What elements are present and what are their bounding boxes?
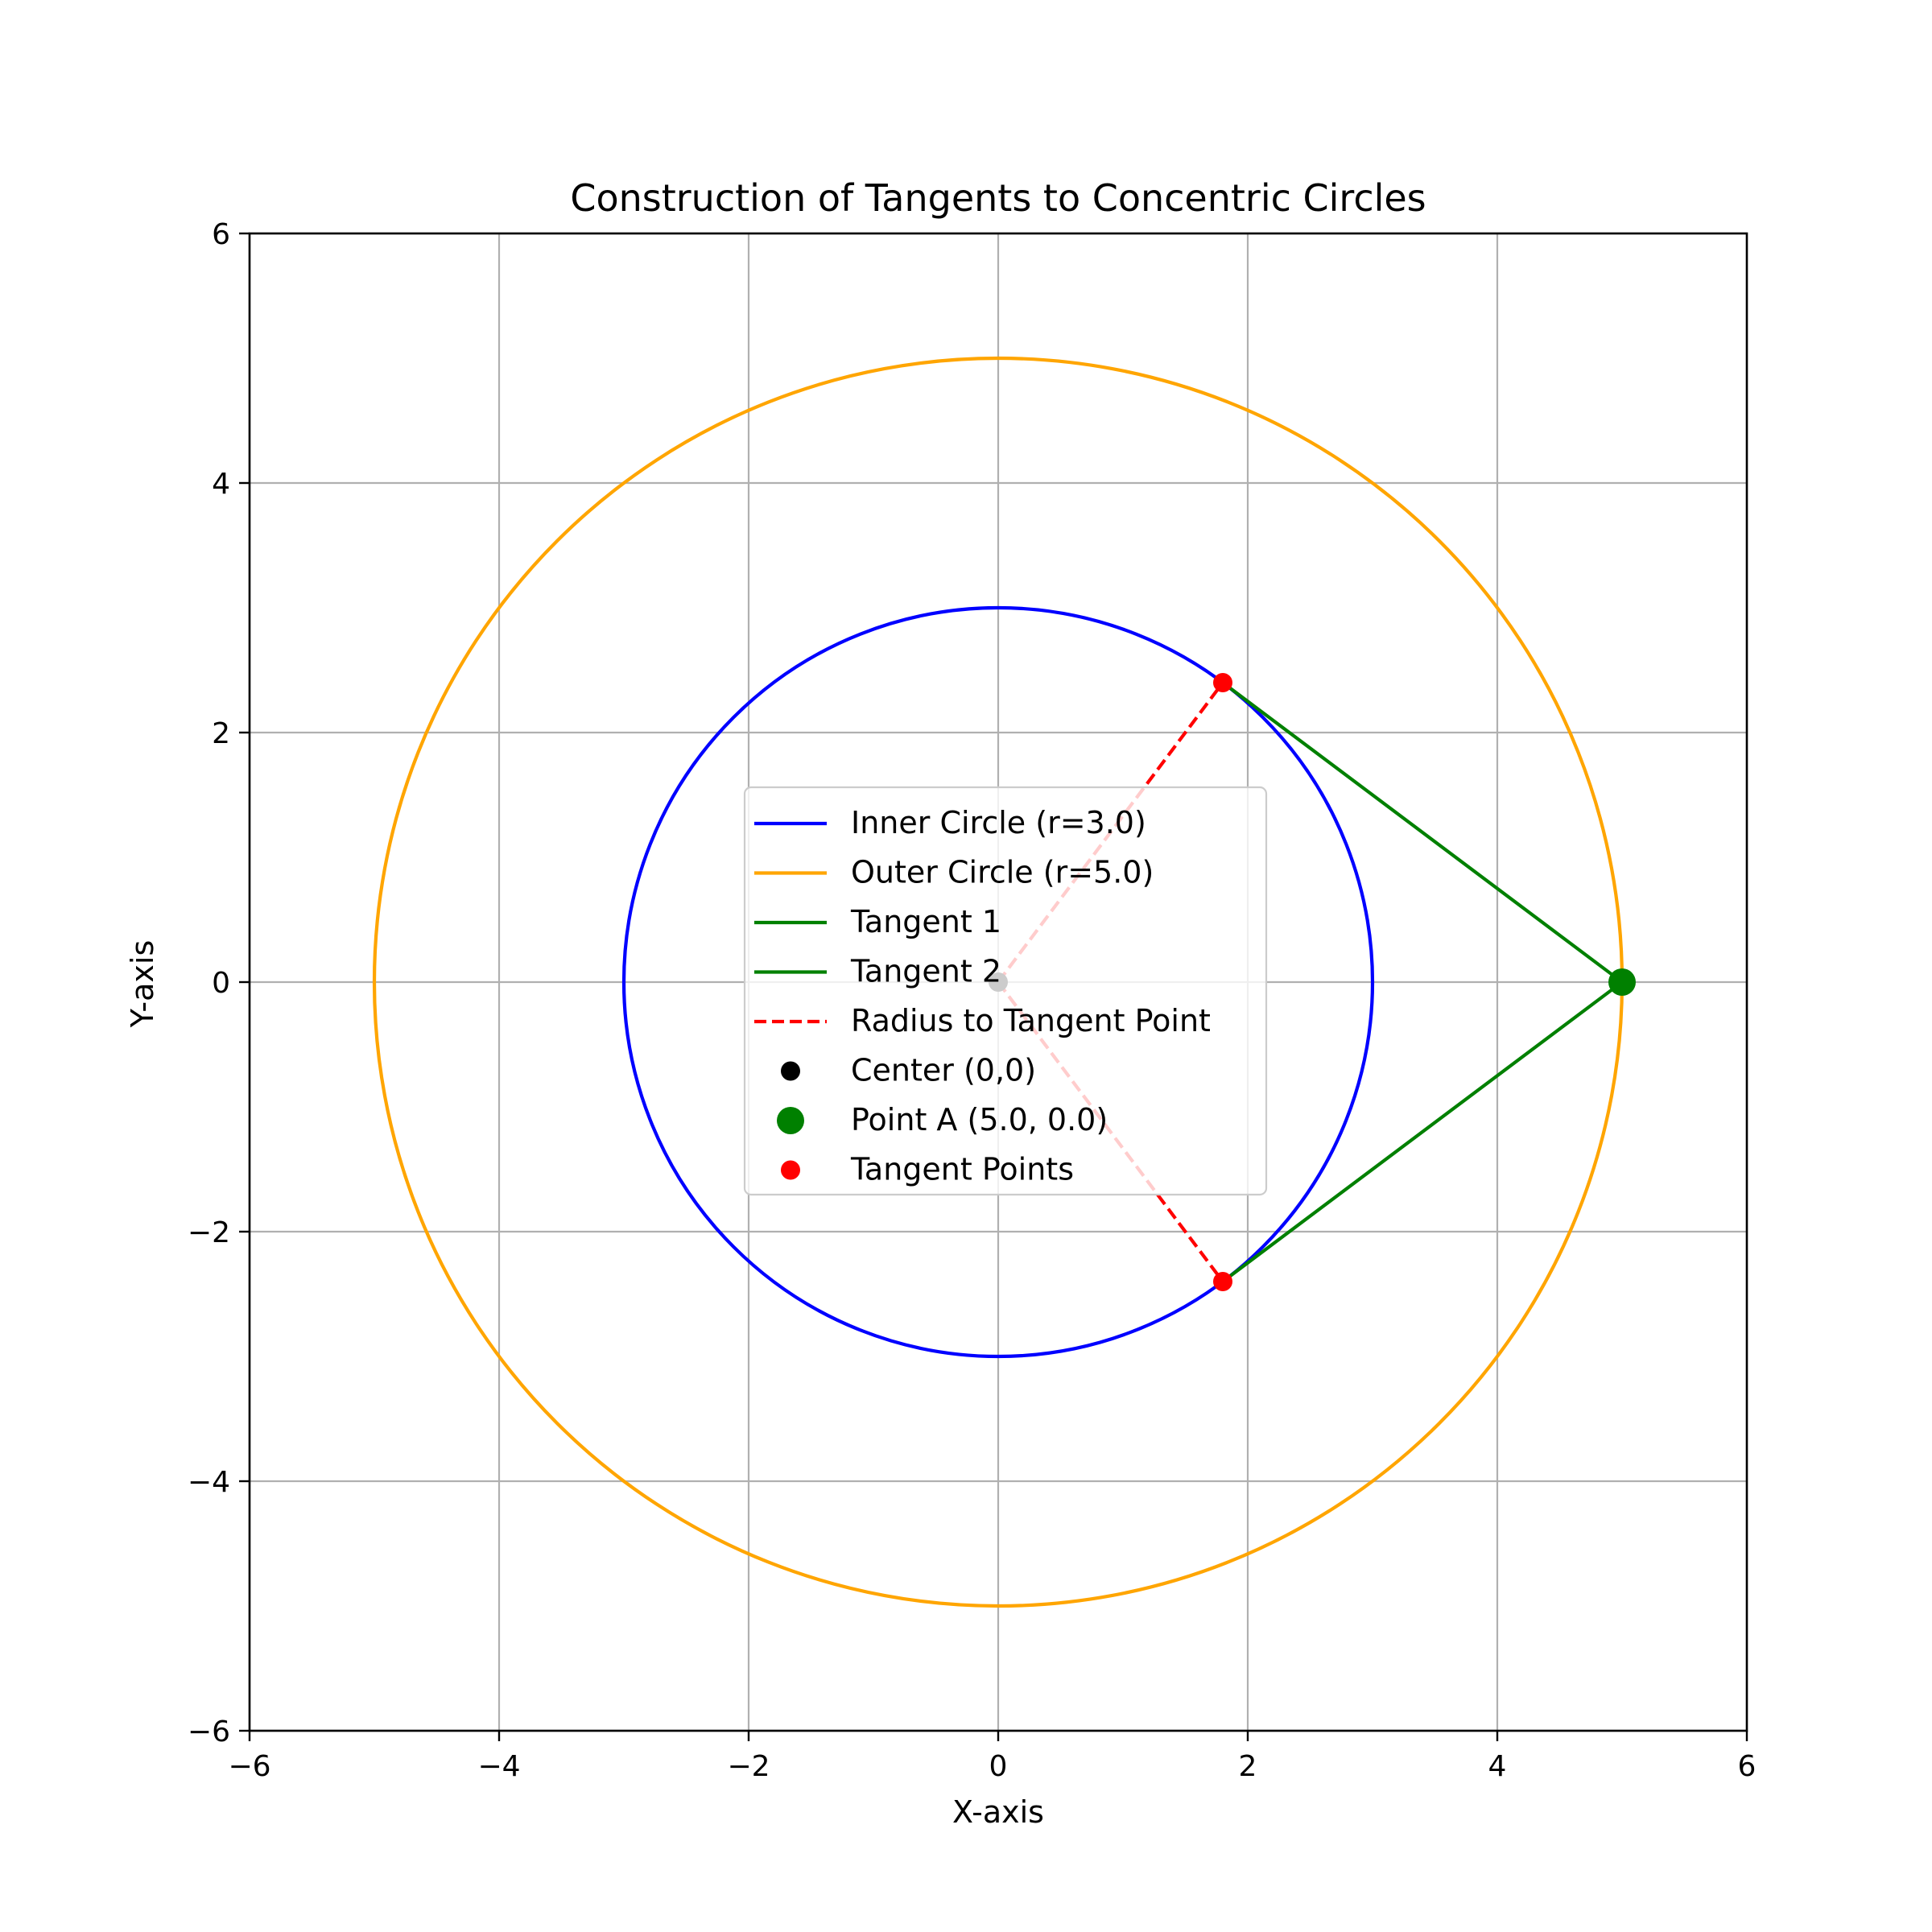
y-tick-label: 6 [212,218,230,251]
tangent-point [1213,673,1232,692]
point-a [1608,968,1636,996]
legend-radius-label: Radius to Tangent Point [851,1003,1211,1038]
legend: Inner Circle (r=3.0) Outer Circle (r=5.0)… [743,786,1268,1196]
legend-tangent-points-label: Tangent Points [850,1152,1074,1187]
y-tick-label: 0 [212,967,230,1000]
y-tick-label: −4 [188,1466,230,1499]
legend-point-a-swatch [777,1107,804,1134]
tangent-line-2 [1221,980,1624,1283]
y-tick-label: 2 [212,717,230,750]
x-tick-label: −4 [477,1750,520,1783]
y-tick-label: −6 [188,1715,230,1748]
x-tick-label: −2 [727,1750,770,1783]
y-tick-label: −2 [188,1216,230,1249]
legend-tangent-2-label: Tangent 2 [850,954,1001,989]
legend-center-label: Center (0,0) [851,1053,1036,1088]
legend-box [743,786,1268,1196]
legend-point-a-label: Point A (5.0, 0.0) [851,1102,1108,1137]
chart-title: Construction of Tangents to Concentric C… [570,176,1426,220]
legend-tangent-1-label: Tangent 1 [850,904,1001,939]
y-tick-label: 4 [212,468,230,501]
tangent-line-1 [1221,681,1624,984]
x-tick-label: 4 [1488,1750,1507,1783]
legend-outer-circle-label: Outer Circle (r=5.0) [851,855,1154,890]
x-tick-label: 2 [1239,1750,1257,1783]
x-tick-label: 0 [989,1750,1008,1783]
y-axis-label: Y-axis [125,940,160,1029]
inner-circle [621,605,1375,1359]
x-axis-label: X-axis [952,1794,1044,1830]
legend-center-swatch [781,1061,800,1081]
tangent-point [1213,1272,1232,1291]
axes-frame [248,232,1748,1732]
x-tick-label: 6 [1738,1750,1757,1783]
axis-ticks: −6 −4 −2 0 2 4 6 −6 −4 −2 0 2 4 6 [188,218,1757,1783]
legend-inner-circle-label: Inner Circle (r=3.0) [851,805,1146,840]
x-tick-label: −6 [228,1750,270,1783]
legend-tangent-points-swatch [781,1160,800,1180]
